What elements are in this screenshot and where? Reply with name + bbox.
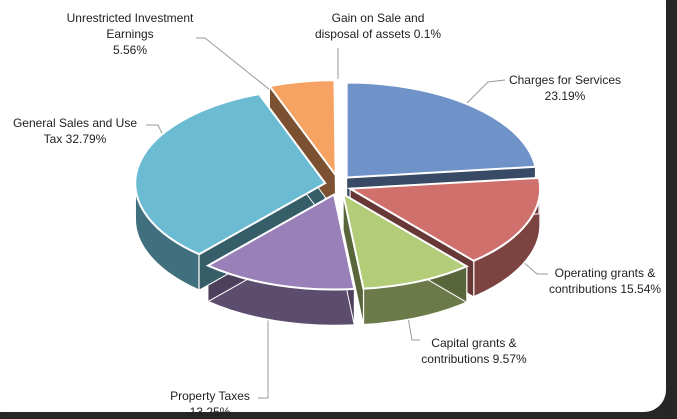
value-label: 5.56% xyxy=(112,43,148,57)
value-label: 15.54% xyxy=(620,282,662,296)
category-label: Gain on Sale and disposal of assets xyxy=(314,11,425,41)
slice-label: Capital grants & contributions 9.57% xyxy=(404,335,544,367)
slice-label: General Sales and Use Tax 32.79% xyxy=(5,115,145,147)
slice-label: Unrestricted Investment Earnings 5.56% xyxy=(65,10,195,58)
category-label: Property Taxes xyxy=(170,389,250,403)
slice xyxy=(341,192,469,290)
slice xyxy=(134,93,327,256)
slice xyxy=(335,78,339,176)
slice-label: Operating grants & contributions 15.54% xyxy=(535,265,675,297)
slice-label: Property Taxes 13.25% xyxy=(140,388,280,419)
slice-label: Gain on Sale and disposal of assets 0.1% xyxy=(308,10,448,42)
slice-label: Charges for Services 23.19% xyxy=(495,72,635,104)
slice xyxy=(267,79,337,179)
slice xyxy=(345,81,537,179)
category-label: Operating grants & contributions xyxy=(548,266,656,296)
category-label: General Sales and Use Tax xyxy=(12,116,138,146)
value-label: 9.57% xyxy=(492,352,527,366)
slice xyxy=(346,176,542,262)
category-label: Unrestricted Investment Earnings xyxy=(66,11,194,41)
category-label: Charges for Services xyxy=(508,73,622,87)
value-label: 32.79% xyxy=(65,132,107,146)
slice xyxy=(205,192,356,291)
value-label: 0.1% xyxy=(413,27,442,41)
value-label: 13.25% xyxy=(189,405,231,419)
pie xyxy=(134,78,542,327)
value-label: 23.19% xyxy=(544,89,586,103)
category-label: Capital grants & contributions xyxy=(421,336,517,366)
